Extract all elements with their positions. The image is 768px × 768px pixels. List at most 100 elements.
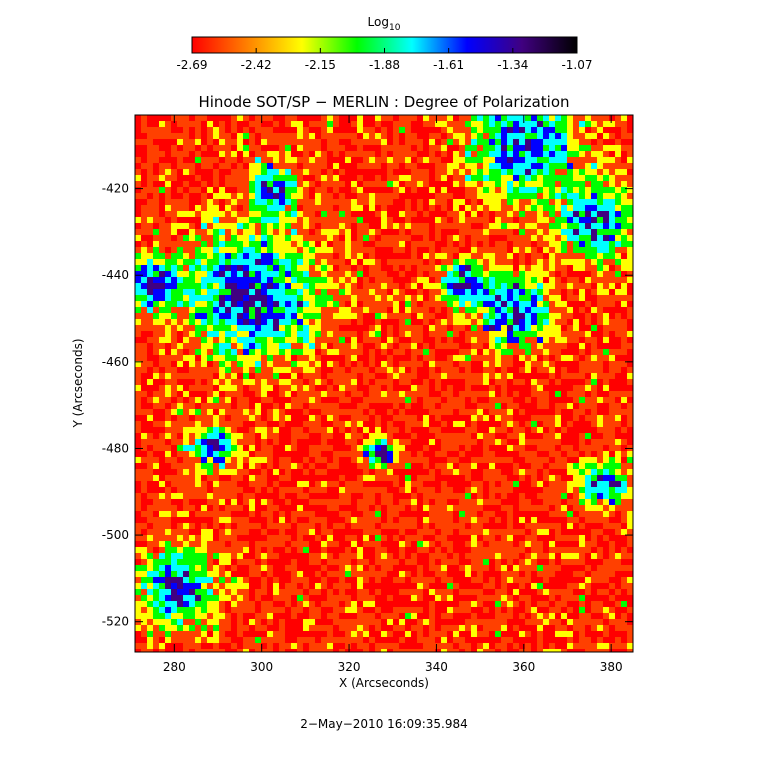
texture-cell <box>357 391 363 397</box>
texture-cell <box>477 373 483 379</box>
texture-cell <box>549 409 555 415</box>
texture-cell <box>399 187 405 193</box>
texture-cell <box>345 403 351 409</box>
texture-cell <box>615 115 621 121</box>
texture-cell <box>387 421 393 427</box>
texture-cell <box>219 409 225 415</box>
texture-cell <box>555 319 561 325</box>
texture-cell <box>435 223 441 229</box>
texture-cell <box>189 421 195 427</box>
texture-cell <box>153 241 159 247</box>
texture-cell <box>507 175 513 181</box>
texture-cell <box>537 343 543 349</box>
texture-cell <box>141 217 147 223</box>
texture-cell <box>195 229 201 235</box>
texture-cell <box>213 403 219 409</box>
texture-cell <box>525 349 531 355</box>
texture-cell <box>417 205 423 211</box>
texture-cell <box>513 451 519 457</box>
texture-cell <box>255 361 261 367</box>
texture-cell <box>189 115 195 121</box>
texture-cell <box>579 199 585 205</box>
texture-cell <box>549 241 555 247</box>
texture-cell <box>507 361 513 367</box>
texture-cell <box>585 415 591 421</box>
texture-cell <box>543 361 549 367</box>
texture-cell <box>381 397 387 403</box>
texture-cell <box>345 169 351 175</box>
texture-cell <box>519 331 525 337</box>
texture-cell <box>423 187 429 193</box>
texture-cell <box>297 409 303 415</box>
texture-cell <box>225 433 231 439</box>
texture-cell <box>615 337 621 343</box>
texture-cell <box>591 409 597 415</box>
texture-cell <box>171 253 177 259</box>
texture-cell <box>195 433 201 439</box>
texture-cell <box>399 409 405 415</box>
texture-cell <box>195 301 201 307</box>
texture-cell <box>237 403 243 409</box>
texture-cell <box>609 385 615 391</box>
texture-cell <box>225 325 231 331</box>
texture-cell <box>315 397 321 403</box>
texture-cell <box>171 343 177 349</box>
texture-cell <box>483 217 489 223</box>
texture-cell <box>237 181 243 187</box>
texture-cell <box>417 277 423 283</box>
texture-cell <box>435 217 441 223</box>
texture-cell <box>237 205 243 211</box>
texture-cell <box>189 313 195 319</box>
texture-cell <box>159 373 165 379</box>
texture-cell <box>387 121 393 127</box>
texture-cell <box>579 265 585 271</box>
texture-cell <box>219 349 225 355</box>
texture-cell <box>327 295 333 301</box>
texture-cell <box>615 277 621 283</box>
texture-cell <box>441 205 447 211</box>
texture-cell <box>393 145 399 151</box>
texture-cell <box>279 463 285 469</box>
texture-cell <box>381 379 387 385</box>
texture-cell <box>249 277 255 283</box>
texture-cell <box>243 283 249 289</box>
texture-cell <box>303 403 309 409</box>
texture-cell <box>159 307 165 313</box>
texture-cell <box>177 301 183 307</box>
texture-cell <box>303 163 309 169</box>
texture-cell <box>519 187 525 193</box>
texture-cell <box>363 235 369 241</box>
texture-cell <box>519 379 525 385</box>
texture-cell <box>333 289 339 295</box>
texture-cell <box>333 337 339 343</box>
texture-cell <box>405 445 411 451</box>
texture-cell <box>237 175 243 181</box>
texture-cell <box>411 247 417 253</box>
texture-cell <box>531 115 537 121</box>
texture-cell <box>465 385 471 391</box>
texture-cell <box>225 283 231 289</box>
texture-cell <box>201 217 207 223</box>
texture-cell <box>615 313 621 319</box>
texture-cell <box>243 247 249 253</box>
texture-cell <box>429 289 435 295</box>
texture-cell <box>141 133 147 139</box>
texture-cell <box>579 463 585 469</box>
texture-cell <box>189 211 195 217</box>
texture-cell <box>429 361 435 367</box>
texture-cell <box>273 337 279 343</box>
texture-cell <box>363 121 369 127</box>
texture-cell <box>381 193 387 199</box>
texture-cell <box>621 127 627 133</box>
texture-cell <box>357 271 363 277</box>
texture-cell <box>513 181 519 187</box>
texture-cell <box>483 427 489 433</box>
texture-cell <box>291 457 297 463</box>
texture-cell <box>321 235 327 241</box>
texture-cell <box>339 223 345 229</box>
texture-cell <box>219 139 225 145</box>
texture-cell <box>597 367 603 373</box>
texture-cell <box>573 439 579 445</box>
texture-cell <box>183 439 189 445</box>
texture-cell <box>315 445 321 451</box>
